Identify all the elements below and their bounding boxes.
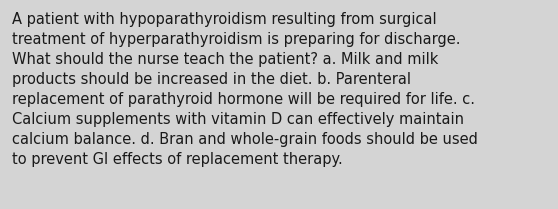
Text: A patient with hypoparathyroidism resulting from surgical
treatment of hyperpara: A patient with hypoparathyroidism result… bbox=[12, 12, 478, 167]
